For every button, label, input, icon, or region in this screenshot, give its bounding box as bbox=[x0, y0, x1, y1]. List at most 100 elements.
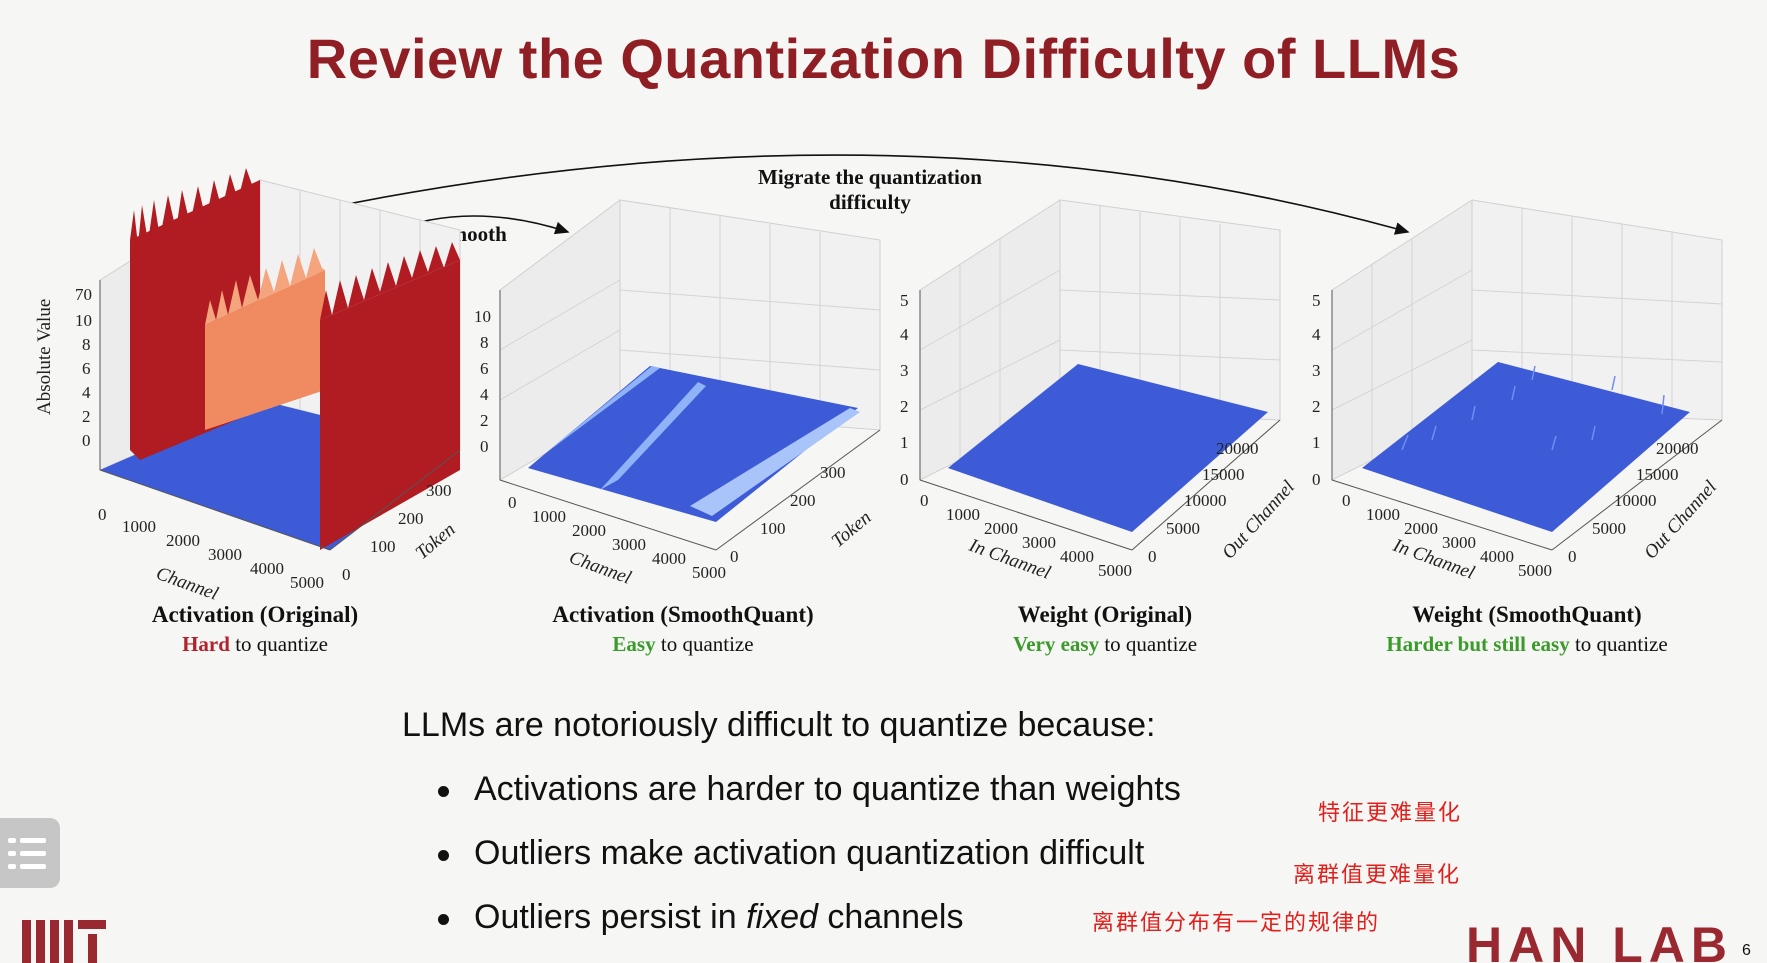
caption-subtitle: Very easy to quantize bbox=[885, 632, 1325, 657]
z-tick: 2 bbox=[82, 407, 91, 426]
bullet-text-em: fixed bbox=[746, 898, 818, 936]
z-tick: 5 bbox=[1312, 291, 1321, 310]
z-tick: 6 bbox=[82, 359, 91, 378]
x-tick: 2000 bbox=[166, 531, 200, 550]
y-tick: 200 bbox=[790, 491, 816, 510]
caption-qualifier: Very easy bbox=[1012, 632, 1100, 656]
y-axis-label: Out Channel bbox=[1640, 477, 1721, 564]
caption-qualifier: Hard bbox=[182, 632, 230, 656]
y-tick: 15000 bbox=[1636, 465, 1679, 484]
z-tick: 4 bbox=[900, 325, 909, 344]
caption-qualifier: Easy bbox=[612, 632, 656, 656]
z-tick: 1 bbox=[1312, 433, 1321, 452]
annotation-2: 离群值更难量化 bbox=[1293, 863, 1462, 888]
mit-logo bbox=[22, 920, 106, 963]
z-tick: 4 bbox=[480, 385, 489, 404]
x-tick: 4000 bbox=[1060, 547, 1094, 566]
caption-subtitle: Hard to quantize bbox=[35, 632, 475, 657]
y-tick: 20000 bbox=[1656, 439, 1699, 458]
z-tick: 0 bbox=[82, 431, 91, 450]
plot-weight-original: 0 1 2 3 4 5 0 1000 2000 3000 4000 5000 I… bbox=[900, 150, 1320, 590]
bullet-dot bbox=[438, 914, 449, 925]
x-tick: 2000 bbox=[572, 521, 606, 540]
x-tick: 5000 bbox=[1098, 561, 1132, 580]
x-tick: 1000 bbox=[1366, 505, 1400, 524]
plot-activation-smoothquant: 0 2 4 6 8 10 0 1000 2000 3000 4000 5000 … bbox=[474, 150, 900, 590]
y-tick: 0 bbox=[1148, 547, 1157, 566]
y-tick: 300 bbox=[820, 463, 846, 482]
x-tick: 3000 bbox=[1022, 533, 1056, 552]
caption-suffix: to quantize bbox=[229, 632, 328, 656]
y-axis-label: Out Channel bbox=[1218, 477, 1299, 564]
z-tick: 10 bbox=[75, 311, 92, 330]
x-tick: 1000 bbox=[532, 507, 566, 526]
z-tick: 4 bbox=[1312, 325, 1321, 344]
slide-title: Review the Quantization Difficulty of LL… bbox=[306, 27, 1461, 90]
z-tick: 3 bbox=[1312, 361, 1321, 380]
x-tick: 3000 bbox=[1442, 533, 1476, 552]
migrate-label: Migrate the quantization difficulty bbox=[700, 165, 1040, 215]
z-tick: 3 bbox=[900, 361, 909, 380]
z-tick: 10 bbox=[474, 307, 491, 326]
y-tick: 0 bbox=[342, 565, 351, 584]
page-number: 6 bbox=[1742, 942, 1751, 959]
caption-subtitle: Harder but still easy to quantize bbox=[1307, 632, 1747, 657]
x-tick: 2000 bbox=[1404, 519, 1438, 538]
x-tick: 0 bbox=[508, 493, 517, 512]
caption-qualifier: Harder but still easy bbox=[1386, 632, 1570, 656]
migrate-arrow bbox=[317, 154, 1410, 235]
plot-activation-original: 0 2 4 6 8 10 70 Absolute Value 0 1000 20… bbox=[30, 150, 461, 605]
migrate-label-line1: Migrate the quantization bbox=[758, 165, 982, 189]
bullet-text: Activations are harder to quantize than … bbox=[474, 770, 1181, 808]
bullet-list: Activations are harder to quantize than … bbox=[434, 770, 1181, 962]
caption-suffix: to quantize bbox=[655, 632, 754, 656]
x-tick: 1000 bbox=[946, 505, 980, 524]
z-tick: 0 bbox=[900, 470, 909, 489]
caption-subtitle: Easy to quantize bbox=[463, 632, 903, 657]
caption-suffix: to quantize bbox=[1569, 632, 1668, 656]
y-tick: 0 bbox=[1568, 547, 1577, 566]
z-axis-label: Absolute Value bbox=[34, 299, 55, 415]
caption-activation-smoothquant: Activation (SmoothQuant) Easy to quantiz… bbox=[463, 602, 903, 657]
x-tick: 2000 bbox=[984, 519, 1018, 538]
x-tick: 3000 bbox=[208, 545, 242, 564]
z-tick: 8 bbox=[480, 333, 489, 352]
z-tick: 4 bbox=[82, 383, 91, 402]
caption-title: Activation (SmoothQuant) bbox=[552, 602, 814, 627]
y-axis-label: Token bbox=[828, 507, 876, 552]
x-tick: 3000 bbox=[612, 535, 646, 554]
annotation-1: 特征更难量化 bbox=[1318, 801, 1463, 826]
x-tick: 0 bbox=[920, 491, 929, 510]
plot-weight-smoothquant: 0 1 2 3 4 5 0 1000 2000 3000 4000 5000 I… bbox=[1312, 150, 1732, 590]
z-tick: 5 bbox=[900, 291, 909, 310]
bullet-item: Outliers persist in fixed channels bbox=[434, 898, 1181, 962]
caption-weight-original: Weight (Original) Very easy to quantize bbox=[885, 602, 1325, 657]
bullet-text-post: channels bbox=[817, 898, 964, 936]
x-tick: 4000 bbox=[1480, 547, 1514, 566]
caption-activation-original: Activation (Original) Hard to quantize bbox=[35, 602, 475, 657]
y-tick: 15000 bbox=[1202, 465, 1245, 484]
x-tick: 5000 bbox=[1518, 561, 1552, 580]
z-tick: 8 bbox=[82, 335, 91, 354]
x-tick: 0 bbox=[98, 505, 107, 524]
bullet-dot bbox=[438, 850, 449, 861]
y-tick: 10000 bbox=[1184, 491, 1227, 510]
caption-suffix: to quantize bbox=[1099, 632, 1198, 656]
x-tick: 1000 bbox=[122, 517, 156, 536]
z-tick: 2 bbox=[1312, 397, 1321, 416]
bullet-dot bbox=[438, 786, 449, 797]
caption-title: Weight (Original) bbox=[1017, 602, 1193, 627]
body-lead: LLMs are notoriously difficult to quanti… bbox=[402, 706, 1156, 744]
caption-title: Activation (Original) bbox=[151, 602, 359, 627]
y-tick: 100 bbox=[760, 519, 786, 538]
y-tick: 0 bbox=[730, 547, 739, 566]
y-tick: 10000 bbox=[1614, 491, 1657, 510]
y-tick: 20000 bbox=[1216, 439, 1259, 458]
menu-icon[interactable] bbox=[0, 818, 60, 888]
bullet-item: Outliers make activation quantization di… bbox=[434, 834, 1181, 898]
z-tick: 6 bbox=[480, 359, 489, 378]
y-tick: 5000 bbox=[1592, 519, 1626, 538]
y-tick: 100 bbox=[370, 537, 396, 556]
z-tick: 1 bbox=[900, 433, 909, 452]
x-tick: 5000 bbox=[290, 573, 324, 592]
